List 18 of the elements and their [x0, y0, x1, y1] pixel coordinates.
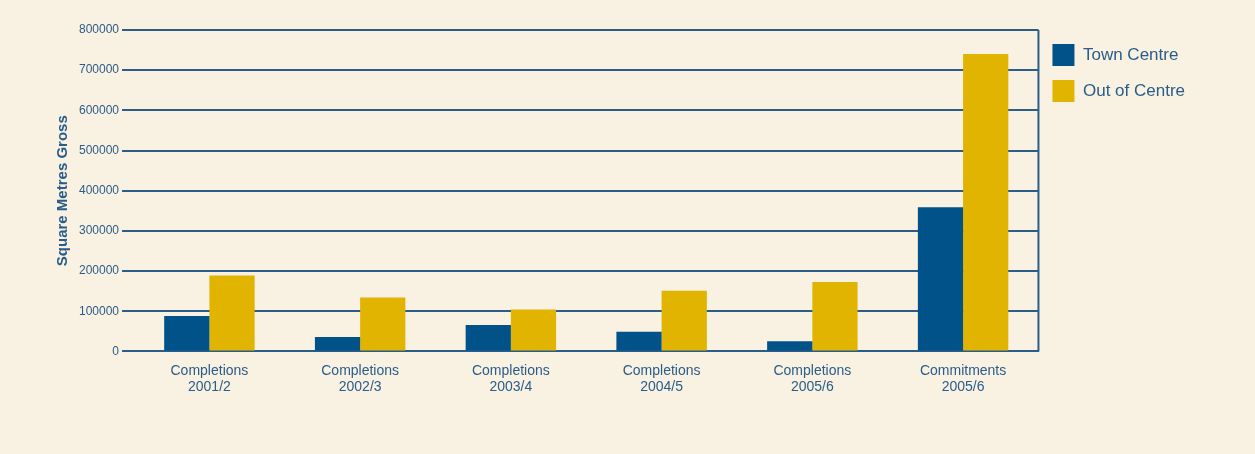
- y-tick-label: 600000: [79, 102, 120, 117]
- x-tick-label: Completions 2001/2: [170, 361, 249, 395]
- y-tick-label: 300000: [79, 223, 120, 238]
- x-tick-label: Completions 2005/6: [773, 361, 852, 395]
- x-tick-label: Completions 2002/3: [321, 361, 400, 395]
- legend-label: Out of Centre: [1082, 80, 1186, 100]
- y-tick-label: 200000: [79, 263, 120, 278]
- y-tick-label: 400000: [79, 183, 120, 198]
- y-axis-title: Square Metres Gross: [53, 115, 71, 267]
- legend-label: Town Centre: [1082, 44, 1179, 64]
- x-tick-label: Completions 2003/4: [471, 361, 550, 395]
- x-tick-label: Completions 2004/5: [622, 361, 701, 395]
- y-tick-label: 0: [112, 343, 120, 358]
- y-tick-label: 500000: [79, 142, 120, 157]
- y-tick-label: 700000: [79, 62, 120, 77]
- y-tick-label: 100000: [79, 303, 120, 318]
- y-tick-label: 800000: [79, 22, 120, 37]
- x-tick-label: Commitments 2005/6: [919, 361, 1007, 395]
